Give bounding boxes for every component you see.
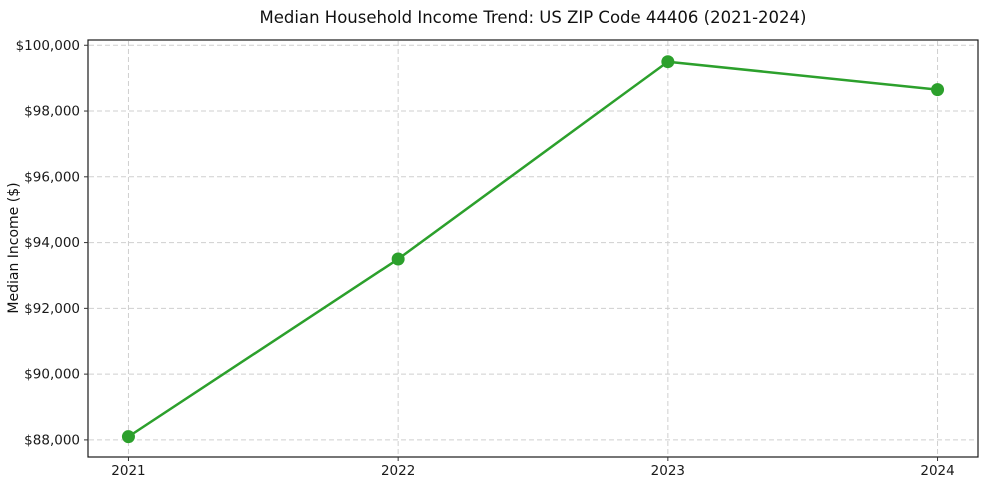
plot-border xyxy=(87,39,979,458)
x-tick-label: 2022 xyxy=(381,463,415,479)
y-tick-label: $90,000 xyxy=(24,367,80,383)
trend-line xyxy=(127,60,939,438)
y-tick-label: $98,000 xyxy=(24,104,80,120)
chart-title: Median Household Income Trend: US ZIP Co… xyxy=(259,8,807,27)
data-point-2021 xyxy=(121,430,135,444)
y-axis-label: Median Income ($) xyxy=(6,182,22,314)
y-tick-label: $92,000 xyxy=(24,301,80,317)
data-point-2023 xyxy=(661,55,675,69)
y-tick-label: $94,000 xyxy=(24,235,80,251)
y-tick-label: $88,000 xyxy=(24,432,80,448)
data-point-2022 xyxy=(391,252,405,266)
x-tick-label: 2024 xyxy=(920,463,954,479)
x-tick-label: 2023 xyxy=(651,463,685,479)
y-tick-label: $100,000 xyxy=(16,38,80,54)
data-point-2024 xyxy=(931,83,945,97)
y-tick-label: $96,000 xyxy=(24,169,80,185)
x-tick-label: 2021 xyxy=(111,463,145,479)
